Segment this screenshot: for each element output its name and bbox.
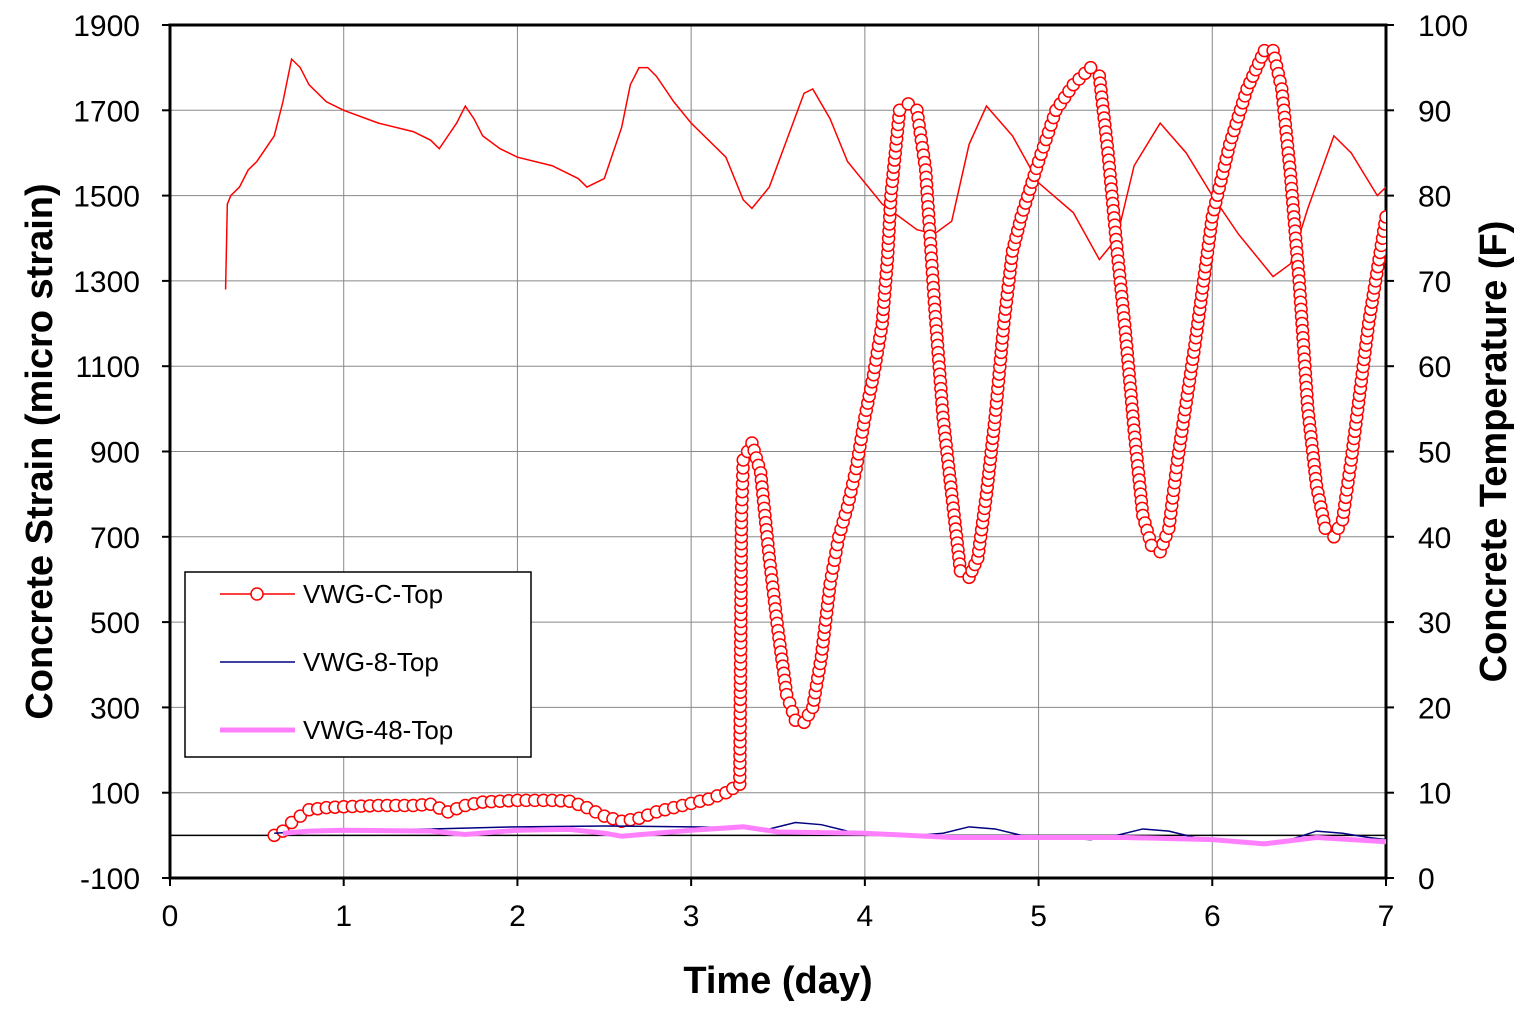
series-vwg-c-top-point [1318, 521, 1332, 536]
y-tick-labels: -100 100 300 500 700 900 1100 1300 1500 1700 1900 [73, 10, 170, 896]
legend-item-vwg-8-top: VWG-8-Top [220, 647, 439, 677]
y2-tick-label: 90 [1418, 95, 1451, 128]
legend-item-vwg-48-top: VWG-48-Top [220, 715, 453, 745]
x-tick-label: 5 [1030, 900, 1047, 933]
series-temperature-line [224, 57, 1386, 290]
y-tick-label: 700 [90, 522, 140, 555]
y2-tick-label: 10 [1418, 778, 1451, 811]
legend-label: VWG-48-Top [303, 715, 453, 745]
x-tick-label: 6 [1204, 900, 1221, 933]
y2-tick-label: 100 [1418, 10, 1468, 43]
legend-label: VWG-C-Top [303, 579, 443, 609]
y-tick-label: 900 [90, 437, 140, 470]
y2-tick-label: 40 [1418, 522, 1451, 555]
y2-tick-label: 60 [1418, 351, 1451, 384]
series-layer [224, 43, 1386, 847]
legend-box [184, 571, 532, 758]
x-tick-label: 1 [335, 900, 352, 933]
y-tick-label: 1300 [73, 266, 140, 299]
y-tick-label: 100 [90, 778, 140, 811]
y-tick-label: -100 [80, 863, 140, 896]
y2-tick-label: 0 [1418, 863, 1435, 896]
x-tick-label: 7 [1378, 900, 1395, 933]
legend: VWG-C-Top VWG-8-Top VWG-48-Top [184, 571, 532, 758]
y-tick-label: 1900 [73, 10, 140, 43]
series-vwg-c-top-point [1379, 210, 1386, 224]
y2-tick-label: 50 [1418, 437, 1451, 470]
y2-tick-label: 70 [1418, 266, 1451, 299]
x-tick-label: 2 [509, 900, 526, 933]
series-vwg-c-top-point [1083, 60, 1098, 75]
y-tick-label: 1100 [75, 351, 140, 384]
x-tick-label: 0 [162, 900, 179, 933]
x-tick-labels: 0 1 2 3 4 5 6 7 [162, 878, 1395, 933]
legend-label: VWG-8-Top [303, 647, 439, 677]
y-axis-title: Concrete Strain (micro strain) [19, 183, 61, 719]
y-tick-label: 1700 [73, 95, 140, 128]
y2-tick-label: 20 [1418, 692, 1451, 725]
legend-item-vwg-c-top: VWG-C-Top [220, 579, 443, 609]
legend-marker [250, 587, 264, 601]
series-vwg-48-top-line [282, 824, 1386, 847]
x-tick-label: 4 [857, 900, 874, 933]
x-tick-label: 3 [683, 900, 700, 933]
y-tick-label: 300 [90, 692, 140, 725]
y2-tick-label: 80 [1418, 181, 1451, 214]
y-tick-label: 500 [90, 607, 140, 640]
y2-tick-labels: 0 10 20 30 40 50 60 70 80 90 100 [1386, 10, 1468, 896]
y-tick-label: 1500 [73, 181, 140, 214]
y2-axis-title: Concrete Temperature (F) [1473, 221, 1515, 683]
x-axis-title: Time (day) [683, 960, 872, 1002]
y2-tick-label: 30 [1418, 607, 1451, 640]
